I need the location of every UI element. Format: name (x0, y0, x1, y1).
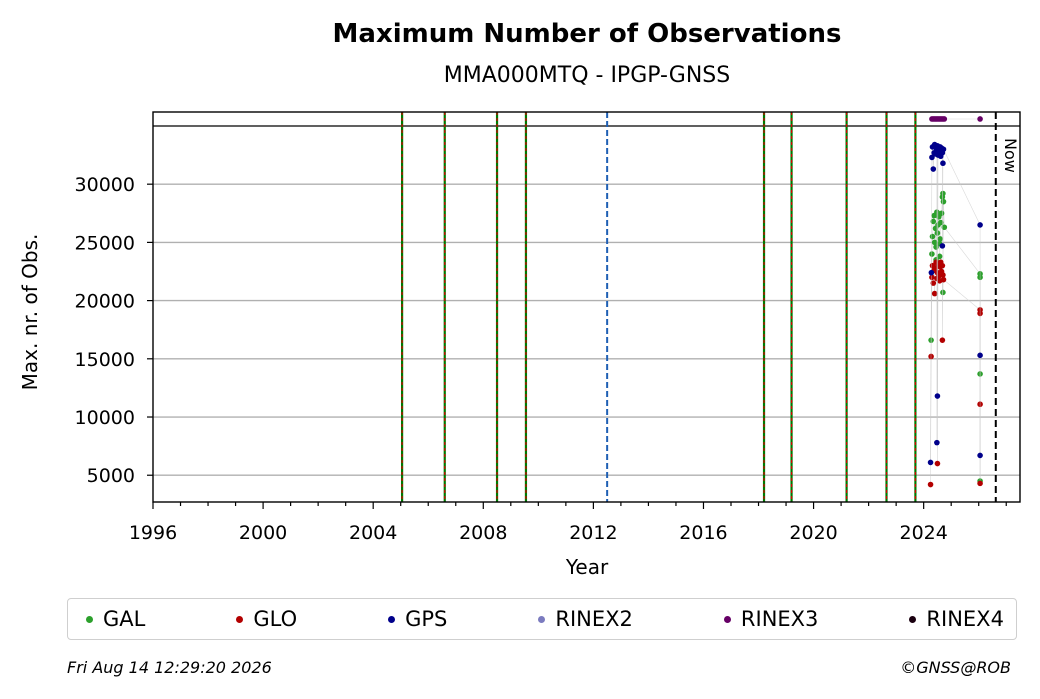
data-point-gps (977, 222, 983, 228)
x-tick-label: 2004 (349, 522, 397, 544)
legend: GAL GLO GPS RINEX2 RINEX3 RINEX4 (67, 598, 1017, 640)
data-point-gps (977, 452, 983, 459)
data-point-glo (927, 481, 934, 488)
legend-item-gal: GAL (86, 607, 145, 631)
chart-title: Maximum Number of Observations (333, 19, 842, 49)
x-tick-label: 2012 (569, 522, 617, 544)
data-point-gps (930, 166, 937, 172)
data-point-gal (938, 210, 945, 217)
footer-timestamp: Fri Aug 14 12:29:20 2026 (67, 658, 272, 677)
legend-marker (86, 615, 93, 623)
data-point-glo (931, 290, 938, 297)
y-tick-label: 5000 (87, 465, 135, 487)
x-tick-label: 2016 (679, 522, 727, 544)
data-point-gps (977, 352, 983, 359)
data-point-gps (934, 439, 940, 446)
data-point-glo (940, 272, 946, 278)
data-point-gal (936, 253, 943, 260)
data-point-glo (940, 276, 947, 283)
x-axis-label: Year (565, 555, 609, 579)
data-point-gps (927, 459, 934, 466)
legend-label: GAL (103, 607, 146, 631)
legend-marker (236, 615, 244, 623)
legend-item-rinex3: RINEX3 (723, 607, 819, 631)
legend-item-rinex4: RINEX4 (909, 607, 1004, 631)
x-tick-label: 2024 (899, 522, 947, 544)
legend-marker (909, 615, 917, 623)
now-label: Now (1001, 138, 1020, 173)
data-point-gal (937, 236, 943, 242)
data-point-glo (930, 280, 937, 286)
data-point-gps (940, 146, 947, 153)
x-tick-label: 2020 (789, 522, 837, 544)
chart-subtitle: MMA000MTQ - IPGP-GNSS (444, 63, 730, 88)
data-point-gal (929, 251, 935, 257)
legend-label: RINEX4 (926, 607, 1004, 631)
x-tick-label: 2000 (239, 522, 287, 544)
y-axis-label: Max. nr. of Obs. (18, 234, 42, 391)
footer-credit: ©GNSS@ROB (900, 658, 1011, 677)
y-tick-label: 30000 (75, 174, 135, 196)
data-point-gal (929, 233, 936, 240)
legend-marker (538, 615, 546, 623)
data-point-rinex3 (977, 116, 983, 122)
data-point-gps (934, 393, 941, 399)
data-point-glo (934, 460, 941, 467)
series-line (930, 193, 981, 481)
data-point-glo (929, 274, 935, 281)
legend-marker (723, 615, 731, 623)
data-point-gps (929, 154, 935, 161)
data-point-gps (940, 160, 946, 167)
data-point-gps (939, 243, 946, 249)
legend-item-rinex2: RINEX2 (538, 607, 633, 631)
data-point-glo (939, 262, 946, 269)
legend-item-glo: GLO (236, 607, 297, 631)
legend-label: GLO (253, 607, 298, 631)
x-tick-label: 2008 (459, 522, 507, 544)
data-point-glo (939, 337, 946, 343)
legend-label: RINEX3 (740, 607, 819, 631)
x-tick-label: 1996 (129, 522, 177, 544)
data-point-rinex3 (941, 116, 948, 122)
legend-marker (388, 615, 396, 623)
y-tick-label: 10000 (75, 407, 135, 429)
plot-area: 5000 10000 15000 20000 25000 30000 Now 1996 2000… (75, 111, 1021, 544)
data-point-gal (940, 198, 947, 205)
legend-label: GPS (405, 607, 448, 631)
legend-item-gps: GPS (388, 607, 447, 631)
data-point-gal (931, 239, 938, 246)
y-tick-label: 20000 (75, 291, 135, 313)
y-tick-label: 25000 (75, 232, 135, 254)
data-point-glo (977, 480, 983, 487)
legend-label: RINEX2 (555, 607, 633, 631)
data-point-gal (941, 224, 948, 231)
y-tick-label: 15000 (75, 349, 135, 371)
data-point-gps (928, 269, 935, 276)
plot-frame (152, 111, 1021, 503)
